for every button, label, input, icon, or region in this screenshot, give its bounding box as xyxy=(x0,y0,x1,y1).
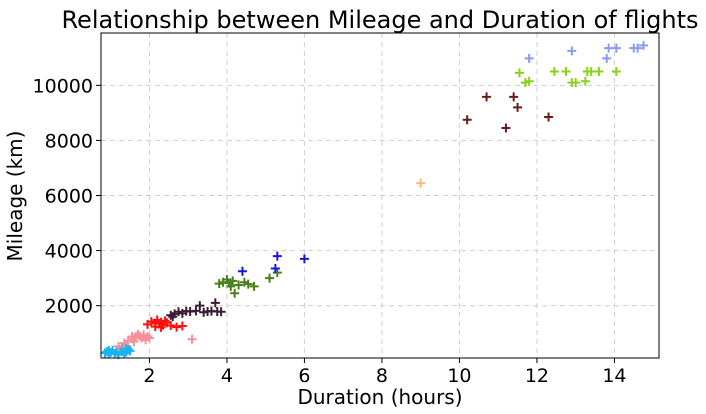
grid-lines xyxy=(101,33,659,358)
data-point-marker xyxy=(133,329,143,339)
data-point-marker xyxy=(168,312,178,322)
data-point-marker xyxy=(501,123,511,133)
data-point-marker xyxy=(586,67,596,77)
x-tick-label: 6 xyxy=(298,365,310,387)
data-point-marker xyxy=(544,112,554,122)
y-tick-label: 6000 xyxy=(45,186,93,208)
data-point-marker xyxy=(272,251,282,261)
data-point-marker xyxy=(249,281,259,291)
x-tick-label: 4 xyxy=(221,365,233,387)
data-point-marker xyxy=(571,78,581,88)
data-point-marker xyxy=(234,280,244,290)
data-point-marker xyxy=(524,76,534,86)
data-point-marker xyxy=(143,332,152,342)
data-point-marker xyxy=(482,92,492,102)
x-tick-label: 10 xyxy=(447,365,471,387)
data-point-marker xyxy=(611,67,621,77)
data-point-marker xyxy=(561,67,571,77)
data-point-marker xyxy=(172,322,182,332)
y-tick-label: 10000 xyxy=(33,75,93,97)
data-point-marker xyxy=(113,341,123,351)
data-point-marker xyxy=(580,76,590,86)
data-point-marker xyxy=(144,333,154,343)
data-point-marker xyxy=(195,301,205,311)
data-point-marker xyxy=(237,266,247,276)
x-tick-label: 12 xyxy=(525,365,549,387)
data-point-marker xyxy=(230,288,240,298)
data-point-marker xyxy=(265,273,275,283)
data-point-marker xyxy=(104,345,114,355)
x-tick-label: 2 xyxy=(143,365,155,387)
data-point-marker xyxy=(228,276,238,286)
x-tick-label: 14 xyxy=(602,365,626,387)
data-point-marker xyxy=(243,279,253,289)
data-point-marker xyxy=(639,40,648,50)
x-tick-label: 8 xyxy=(376,365,388,387)
data-point-marker xyxy=(129,336,139,346)
data-point-marker xyxy=(216,307,226,317)
data-point-marker xyxy=(150,318,160,328)
data-point-marker xyxy=(462,115,472,125)
data-point-marker xyxy=(299,254,309,264)
data-point-marker xyxy=(611,43,621,53)
data-point-marker xyxy=(272,268,282,278)
data-point-marker xyxy=(127,332,137,342)
y-tick-label: 4000 xyxy=(45,241,93,263)
data-point-marker xyxy=(187,334,197,344)
data-point-marker xyxy=(604,43,614,53)
chart-title: Relationship between Mileage and Duratio… xyxy=(61,6,698,34)
data-point-marker xyxy=(226,281,236,291)
y-axis-label: Mileage (km) xyxy=(3,131,27,262)
y-tick-label: 2000 xyxy=(45,296,93,318)
data-point-marker xyxy=(549,67,559,77)
data-point-marker xyxy=(524,53,534,63)
data-point-marker xyxy=(177,321,187,331)
data-point-marker xyxy=(513,102,523,112)
data-points xyxy=(100,40,648,360)
data-point-marker xyxy=(567,46,577,56)
data-point-marker xyxy=(594,67,604,77)
data-point-marker xyxy=(210,298,220,308)
data-point-marker xyxy=(270,263,280,273)
data-point-marker xyxy=(515,68,524,78)
data-point-marker xyxy=(633,43,643,53)
data-point-marker xyxy=(191,306,201,316)
y-tick-label: 8000 xyxy=(45,130,93,152)
data-point-marker xyxy=(416,178,426,188)
data-point-marker xyxy=(602,53,612,63)
axis-ticks: 2 4 6 8 10 12 14 2000 4000 6000 8000 10000 xyxy=(33,75,627,387)
data-point-marker xyxy=(156,317,166,327)
x-axis-label: Duration (hours) xyxy=(297,385,462,409)
data-point-marker xyxy=(509,92,519,102)
data-point-marker xyxy=(166,321,176,330)
